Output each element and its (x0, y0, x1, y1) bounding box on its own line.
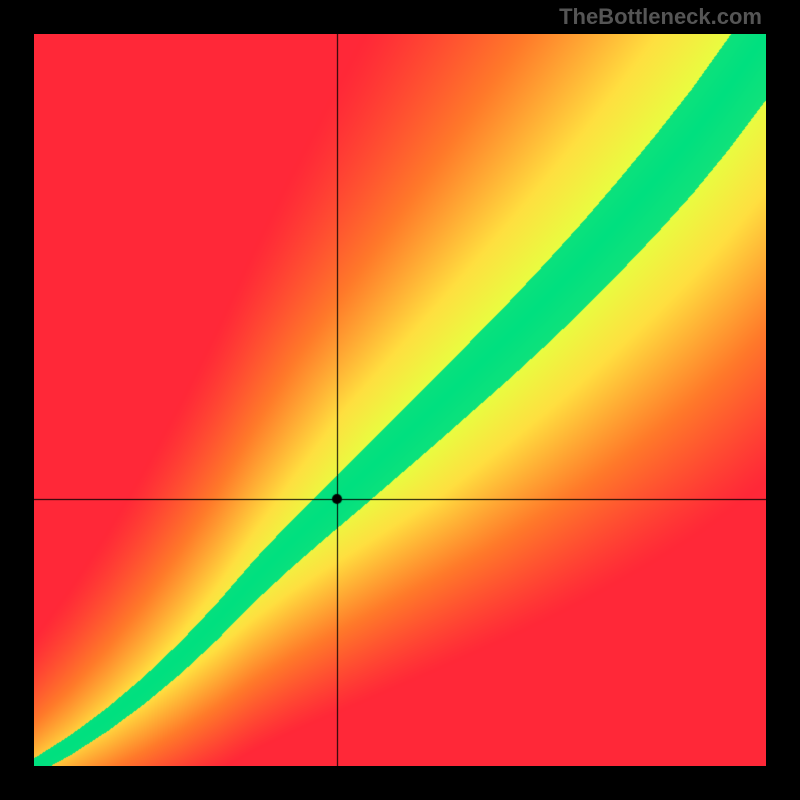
watermark-text: TheBottleneck.com (559, 4, 762, 30)
chart-container: TheBottleneck.com (0, 0, 800, 800)
bottleneck-heatmap (34, 34, 766, 766)
